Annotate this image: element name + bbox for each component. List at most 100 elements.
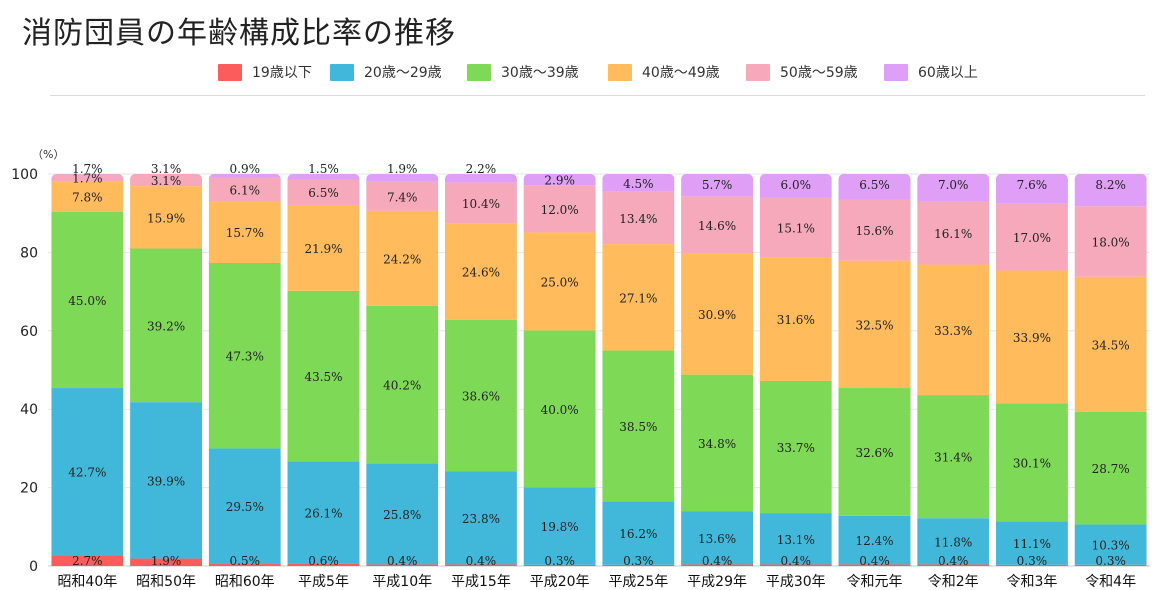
- data-label: 11.1%: [1013, 537, 1051, 551]
- data-label: 0.4%: [781, 554, 812, 568]
- data-label: 17.0%: [1013, 231, 1051, 245]
- bar-stack: [602, 174, 675, 566]
- bar-segment: [838, 564, 911, 566]
- bar-segment: [602, 350, 675, 502]
- data-label: 4.5%: [623, 177, 654, 191]
- x-tick-label: 平成5年: [298, 574, 349, 590]
- x-tick-label: 令和3年: [1006, 574, 1057, 590]
- data-label: 25.0%: [541, 275, 579, 289]
- x-tick-label: 平成15年: [451, 574, 511, 590]
- data-label: 7.6%: [1017, 178, 1048, 192]
- data-label: 6.5%: [859, 178, 890, 192]
- bar-segment: [366, 305, 439, 464]
- legend-swatch: [884, 63, 908, 81]
- data-label: 11.8%: [934, 535, 972, 549]
- data-label: 12.0%: [541, 203, 579, 217]
- bar-segment: [681, 511, 754, 565]
- data-label: 32.5%: [855, 318, 893, 332]
- bar-segment: [602, 191, 675, 245]
- legend: 19歳以下 20歳〜29歳 30歳〜39歳 40歳〜49歳 50歳〜59歳 60歳以上: [0, 60, 1165, 84]
- y-tick-label: 80: [20, 245, 38, 261]
- data-label: 12.4%: [855, 534, 893, 548]
- legend-label: 40歳〜49歳: [642, 65, 720, 81]
- data-label: 1.9%: [387, 162, 418, 176]
- data-label: 33.7%: [777, 441, 815, 455]
- data-label: 39.9%: [147, 474, 185, 488]
- bar-segment: [366, 463, 439, 565]
- data-label: 13.6%: [698, 532, 736, 546]
- x-tick-label: 平成30年: [766, 574, 826, 590]
- bar-segment: [287, 461, 360, 564]
- data-label: 1.7%: [72, 162, 103, 176]
- data-label: 27.1%: [619, 291, 657, 305]
- x-tick-label: 令和2年: [928, 574, 979, 590]
- bar-segment: [523, 330, 596, 488]
- bar-segment: [917, 518, 990, 565]
- bar-segment: [602, 244, 675, 351]
- data-label: 39.2%: [147, 319, 185, 333]
- bar-segment: [287, 174, 360, 180]
- data-label: 0.3%: [623, 554, 654, 568]
- bar-segment: [838, 260, 911, 389]
- bar-segment: [444, 182, 517, 224]
- x-tick-label: 平成10年: [372, 574, 432, 590]
- bar-segment: [838, 388, 911, 516]
- bar-segment: [208, 262, 281, 449]
- bar-segment: [51, 555, 124, 566]
- data-label: 33.3%: [934, 324, 972, 338]
- data-label: 30.9%: [698, 308, 736, 322]
- y-tick-label: 60: [20, 324, 38, 340]
- data-label: 7.4%: [387, 190, 418, 204]
- bar-segment: [523, 487, 596, 565]
- legend-swatch: [746, 63, 770, 81]
- bar-segment: [444, 564, 517, 566]
- data-label: 24.2%: [383, 252, 421, 266]
- x-tick-label: 昭和40年: [57, 574, 117, 590]
- data-label: 23.8%: [462, 512, 500, 526]
- legend-item: 20歳〜29歳: [330, 60, 442, 84]
- x-tick-label: 令和元年: [847, 574, 903, 590]
- bar-segment: [995, 270, 1068, 404]
- bar-segment: [444, 319, 517, 472]
- y-axis-unit-label: （%）: [32, 148, 64, 161]
- data-label: 6.1%: [230, 183, 261, 197]
- data-label: 2.2%: [466, 162, 497, 176]
- bar-segment: [681, 374, 754, 512]
- bar-segment: [208, 177, 281, 202]
- data-label: 0.4%: [702, 554, 733, 568]
- data-label: 0.3%: [1095, 554, 1126, 568]
- x-tick-label: 平成25年: [608, 574, 668, 590]
- bar-segment: [523, 232, 596, 331]
- data-label: 47.3%: [226, 350, 264, 364]
- bar-segment: [681, 564, 754, 566]
- data-label: 38.5%: [619, 420, 657, 434]
- bar-segment: [366, 564, 439, 566]
- bar-stack: [1074, 174, 1147, 566]
- bar-segment: [51, 174, 124, 182]
- bar-stack: [523, 174, 596, 566]
- data-label: 1.9%: [151, 554, 182, 568]
- data-label: 8.2%: [1095, 178, 1126, 192]
- data-label: 24.6%: [462, 266, 500, 280]
- data-label: 1.7%: [72, 172, 103, 186]
- bar-segment: [130, 248, 203, 403]
- data-label: 40.0%: [541, 403, 579, 417]
- data-label: 7.8%: [72, 190, 103, 204]
- data-label: 33.9%: [1013, 331, 1051, 345]
- data-label: 0.5%: [230, 554, 261, 568]
- data-label: 18.0%: [1092, 235, 1130, 249]
- bar-segment: [287, 179, 360, 205]
- data-label: 3.1%: [151, 162, 182, 176]
- data-label: 0.9%: [230, 162, 261, 176]
- legend-label: 20歳〜29歳: [364, 65, 442, 81]
- bar-segment: [917, 564, 990, 566]
- data-label: 25.8%: [383, 508, 421, 522]
- data-label: 7.0%: [938, 178, 969, 192]
- legend-item: 60歳以上: [884, 60, 978, 84]
- data-label: 28.7%: [1092, 462, 1130, 476]
- data-label: 38.6%: [462, 389, 500, 403]
- bar-segment: [130, 186, 203, 249]
- bar-segment: [523, 185, 596, 233]
- bar-segment: [995, 521, 1068, 565]
- data-label: 34.5%: [1092, 338, 1130, 352]
